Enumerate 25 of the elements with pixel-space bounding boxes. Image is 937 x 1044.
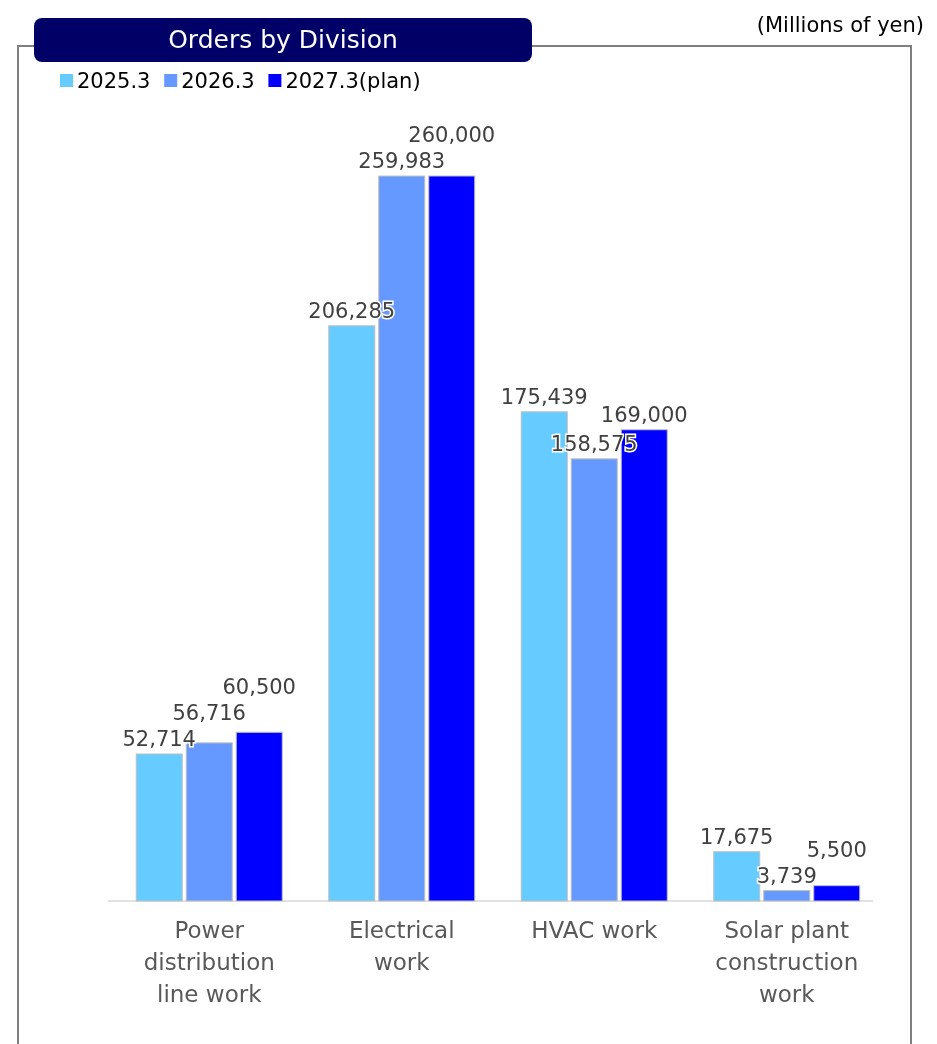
data-label: 169,000 — [600, 402, 688, 427]
text: (Millions of yen) — [756, 13, 924, 37]
data-label: 260,000 — [408, 123, 496, 148]
legend-label: 2025.3 — [77, 69, 151, 93]
x-tick-label: Power distribution line work — [143, 917, 275, 1007]
data-label: 175,439 — [500, 384, 588, 409]
bar — [570, 458, 618, 902]
bar — [428, 175, 476, 902]
data-label: 5,500 — [806, 837, 867, 862]
bar — [813, 885, 861, 902]
bar — [235, 731, 283, 902]
bar — [763, 890, 811, 902]
bar — [328, 325, 376, 902]
x-tick-label: Electrical work — [348, 917, 455, 975]
bar — [135, 753, 183, 902]
data-label: 52,714 — [122, 727, 196, 752]
data-label: 259,983 — [358, 149, 446, 174]
legend-label: 2027.3(plan) — [285, 69, 421, 93]
data-label: 56,716 — [172, 701, 246, 726]
legend-label: 2026.3 — [181, 69, 255, 93]
data-label: 60,500 — [222, 675, 296, 700]
x-tick-label: Solar plant construction work — [715, 917, 859, 1007]
data-label: 17,675 — [700, 824, 774, 849]
x-tick-label: HVAC work — [531, 917, 658, 943]
chart-title: Orders by Division — [168, 25, 398, 54]
